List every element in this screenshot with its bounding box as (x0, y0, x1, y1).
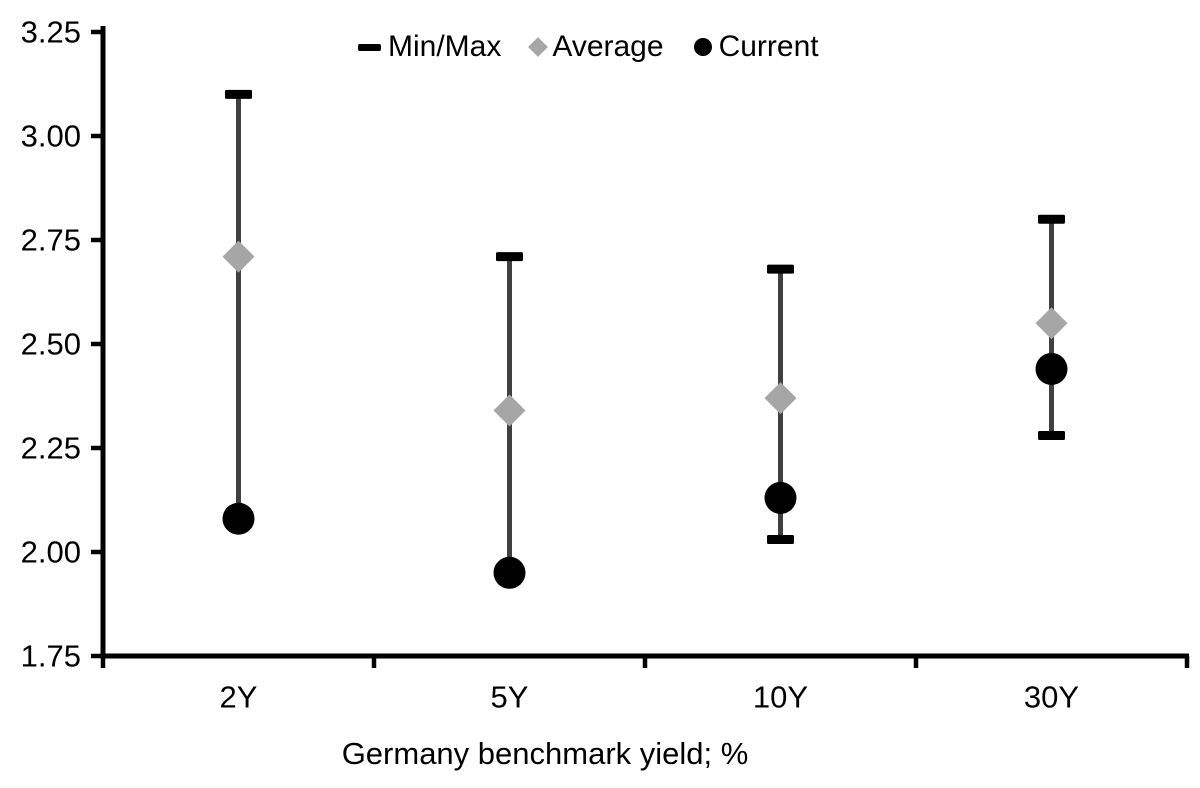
min-cap-30Y (1038, 431, 1065, 441)
legend-item-current: Current (693, 28, 819, 66)
x-axis-title: Germany benchmark yield; % (341, 736, 749, 771)
legend-item-minmax: Min/Max (358, 28, 501, 66)
legend: Min/Max Average Current (358, 28, 819, 66)
max-cap-5Y (496, 252, 523, 262)
average-diamond-icon (528, 37, 549, 57)
min-cap-10Y (767, 535, 794, 545)
y-tick-label: 1.75 (21, 639, 81, 674)
average-marker-5Y (493, 394, 526, 427)
current-marker-2Y (222, 502, 255, 535)
minmax-dash-icon (358, 43, 381, 51)
legend-label-current: Current (718, 30, 819, 63)
average-marker-10Y (764, 382, 797, 415)
y-tick-label: 2.00 (21, 535, 81, 570)
max-cap-2Y (225, 89, 252, 99)
x-category-label: 5Y (491, 680, 529, 715)
current-marker-30Y (1035, 352, 1068, 385)
x-category-label: 30Y (1024, 680, 1079, 715)
max-cap-30Y (1038, 214, 1065, 224)
y-tick-label: 2.50 (21, 327, 81, 362)
average-marker-30Y (1035, 307, 1068, 340)
x-category-label: 2Y (220, 680, 258, 715)
legend-item-average: Average (528, 28, 664, 66)
legend-label-average: Average (552, 30, 664, 63)
average-marker-2Y (222, 240, 255, 273)
legend-label-minmax: Min/Max (388, 30, 502, 63)
y-tick-label: 3.00 (21, 119, 81, 154)
y-tick-label: 2.75 (21, 223, 81, 258)
max-cap-10Y (767, 264, 794, 274)
current-marker-5Y (493, 556, 526, 589)
current-circle-icon (693, 38, 712, 56)
x-category-label: 10Y (753, 680, 808, 715)
y-tick-label: 3.25 (21, 15, 81, 50)
current-marker-10Y (764, 481, 797, 514)
y-tick-label: 2.25 (21, 431, 81, 466)
